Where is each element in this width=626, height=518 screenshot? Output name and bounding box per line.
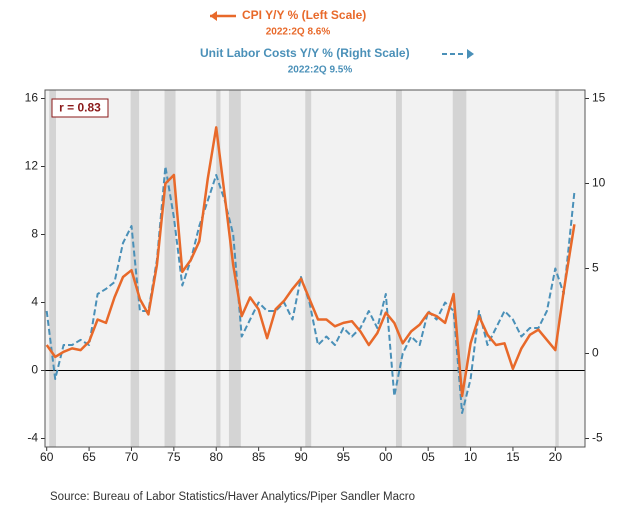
x-tick-label: 10 [464,450,478,464]
recession-band [395,90,402,447]
plot-frame [44,89,586,448]
y-tick-label: 0 [31,363,38,377]
series-line [45,126,576,398]
annotation-box [51,98,109,118]
x-tick-label: 95 [337,450,351,464]
x-tick-label: 60 [40,450,54,464]
y2-tick-label: -5 [592,431,603,445]
legend-arrow-head [467,49,474,59]
x-tick-label: 00 [379,450,393,464]
source: Source: Bureau of Labor Statistics/Haver… [50,491,415,503]
series-line [45,165,576,414]
x-tick-label: 20 [549,450,563,464]
legend-arrow-head [210,11,217,21]
legend-label: CPI Y/Y % (Left Scale) [242,8,366,22]
y-tick-label: 8 [31,227,38,241]
y-tick-label: -4 [27,431,38,445]
y-tick-label: 4 [31,295,38,309]
y2-tick-label: 5 [592,261,599,275]
y-tick-label: 12 [25,159,39,173]
annotation: r = 0.83 [59,101,101,115]
x-tick-label: 90 [294,450,308,464]
recession-band [164,90,176,447]
x-tick-label: 65 [82,450,96,464]
legend-sublabel: 2022:2Q 9.5% [288,65,353,76]
y2-tick-label: 15 [592,91,606,105]
plot-background [45,90,585,447]
recession-band [49,90,57,447]
recession-band [305,90,312,447]
y2-tick-label: 10 [592,176,606,190]
x-tick-label: 70 [125,450,139,464]
recession-band [452,90,467,447]
recession-band [216,90,221,447]
legend-sublabel: 2022:2Q 8.6% [266,27,331,38]
recession-band [130,90,140,447]
x-tick-label: 05 [421,450,435,464]
x-tick-label: 75 [167,450,181,464]
recession-band [555,90,559,447]
x-tick-label: 80 [210,450,224,464]
legend-label: Unit Labor Costs Y/Y % (Right Scale) [200,46,410,60]
y2-tick-label: 0 [592,346,599,360]
x-tick-label: 15 [506,450,520,464]
y-tick-label: 16 [25,91,39,105]
x-tick-label: 85 [252,450,266,464]
